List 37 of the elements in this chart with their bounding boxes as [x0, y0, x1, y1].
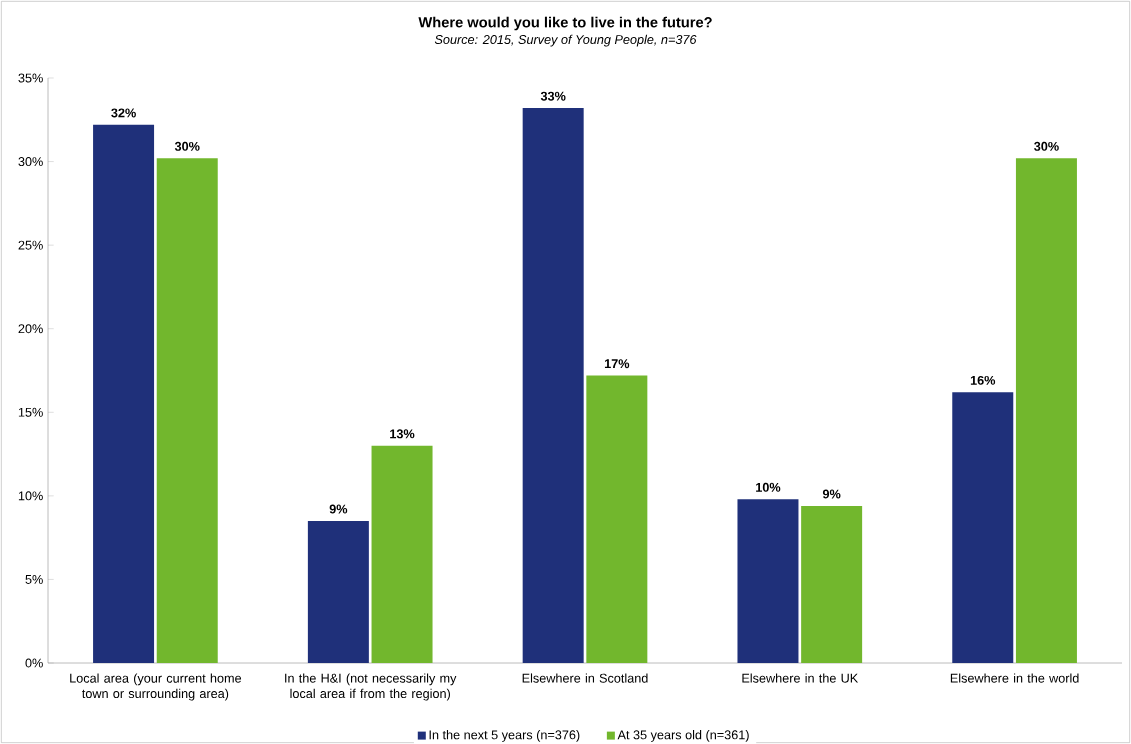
legend-label: In the next 5 years (n=376) — [429, 730, 580, 742]
bar — [307, 520, 369, 663]
x-tick-label: Elsewhere in the world — [950, 673, 1079, 683]
data-label: 9% — [822, 489, 841, 499]
bar — [1015, 158, 1077, 663]
data-label: 30% — [174, 141, 200, 151]
bar — [737, 499, 799, 663]
data-label: 10% — [756, 482, 781, 492]
y-tick-label: 30% — [18, 157, 43, 167]
y-tick-label: 35% — [18, 73, 43, 83]
data-label: 16% — [970, 375, 996, 385]
x-tick-label: In the H&I (not necessarily my local area if from the region) — [285, 673, 457, 701]
legend-label: At 35 years old (n=361) — [617, 730, 749, 742]
bar — [371, 445, 433, 663]
bar — [93, 124, 155, 663]
data-label: 9% — [329, 504, 348, 514]
data-label: 30% — [1034, 141, 1059, 151]
bar — [586, 375, 648, 663]
x-tick-label: Elsewhere in the UK — [742, 673, 859, 683]
y-tick-label: 0% — [25, 658, 43, 668]
x-tick-label: Local area (your current home town or surrounding area) — [70, 673, 242, 701]
data-label: 33% — [540, 91, 566, 101]
data-label: 17% — [604, 359, 630, 369]
source-note: Source: 2015, Survey of Young People, n=376 — [434, 34, 697, 47]
data-label: 13% — [390, 429, 415, 439]
x-tick-label: Elsewhere in Scotland — [522, 673, 648, 683]
y-tick-label: 5% — [25, 574, 43, 584]
data-label: 32% — [111, 108, 136, 118]
y-tick-label: 15% — [18, 407, 43, 417]
bar — [801, 505, 863, 663]
bar — [952, 392, 1014, 663]
y-tick-label: 20% — [18, 324, 43, 334]
y-tick-label: 25% — [18, 240, 43, 250]
chart-title: Where would you like to live in the future? — [418, 16, 712, 31]
bar — [522, 108, 584, 663]
bar — [156, 158, 218, 663]
y-tick-label: 10% — [18, 491, 43, 501]
